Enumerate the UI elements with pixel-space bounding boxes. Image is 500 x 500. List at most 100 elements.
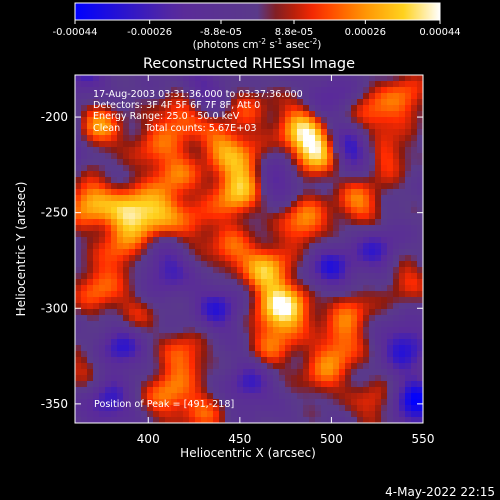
heatmap-cell	[381, 171, 388, 178]
heatmap-cell	[411, 141, 418, 148]
heatmap-cell	[249, 345, 256, 352]
heatmap-cell	[213, 195, 220, 202]
heatmap-cell	[87, 351, 94, 358]
heatmap-cell	[417, 123, 423, 130]
heatmap-cell	[99, 87, 106, 94]
heatmap-cell	[231, 315, 238, 322]
heatmap-cell	[81, 93, 88, 100]
heatmap-cell	[345, 393, 352, 400]
heatmap-cell	[165, 141, 172, 148]
heatmap-cell	[99, 399, 106, 406]
heatmap-cell	[129, 249, 136, 256]
heatmap-cell	[153, 315, 160, 322]
heatmap-cell	[387, 201, 394, 208]
heatmap-cell	[273, 249, 280, 256]
heatmap-cell	[177, 93, 184, 100]
heatmap-cell	[141, 153, 148, 160]
heatmap-cell	[171, 255, 178, 262]
heatmap-cell	[117, 171, 124, 178]
heatmap-cell	[219, 147, 226, 154]
heatmap-cell	[135, 135, 142, 142]
heatmap-cell	[375, 225, 382, 232]
heatmap-cell	[99, 357, 106, 364]
heatmap-cell	[327, 219, 334, 226]
heatmap-cell	[153, 213, 160, 220]
heatmap-cell	[189, 273, 196, 280]
heatmap-cell	[213, 171, 220, 178]
heatmap-cell	[81, 117, 88, 124]
y-tick-label: -300	[41, 301, 68, 315]
heatmap-cell	[369, 213, 376, 220]
heatmap-cell	[327, 303, 334, 310]
heatmap-cell	[225, 99, 232, 106]
heatmap-cell	[327, 105, 334, 112]
heatmap-cell	[87, 225, 94, 232]
heatmap-cell	[99, 411, 106, 418]
heatmap-cell	[129, 189, 136, 196]
heatmap-cell	[111, 387, 118, 394]
heatmap-cell	[177, 219, 184, 226]
heatmap-cell	[225, 183, 232, 190]
heatmap-cell	[129, 279, 136, 286]
heatmap-cell	[303, 357, 310, 364]
heatmap-cell	[291, 117, 298, 124]
heatmap-cell	[255, 285, 262, 292]
heatmap-cell	[285, 123, 292, 130]
heatmap-cell	[75, 393, 82, 400]
heatmap-cell	[387, 327, 394, 334]
heatmap-cell	[207, 303, 214, 310]
heatmap-cell	[105, 369, 112, 376]
heatmap-cell	[399, 375, 406, 382]
heatmap-cell	[255, 105, 262, 112]
heatmap-cell	[309, 207, 316, 214]
heatmap-cell	[213, 177, 220, 184]
heatmap-cell	[405, 375, 412, 382]
heatmap-cell	[393, 381, 400, 388]
heatmap-cell	[249, 285, 256, 292]
heatmap-cell	[291, 81, 298, 88]
heatmap-cell	[141, 309, 148, 316]
heatmap-cell	[351, 399, 358, 406]
plot-area: 400 450 500 550-200-250-300-350	[41, 74, 434, 446]
heatmap-cell	[123, 207, 130, 214]
heatmap-cell	[327, 189, 334, 196]
heatmap-cell	[405, 249, 412, 256]
heatmap-cell	[309, 99, 316, 106]
heatmap-cell	[321, 399, 328, 406]
heatmap-cell	[123, 117, 130, 124]
heatmap-cell	[243, 213, 250, 220]
heatmap-cell	[159, 117, 166, 124]
heatmap-cell	[219, 207, 226, 214]
heatmap-cell	[411, 279, 418, 286]
heatmap-cell	[303, 183, 310, 190]
heatmap-cell	[177, 99, 184, 106]
heatmap-cell	[411, 405, 418, 412]
heatmap-cell	[225, 129, 232, 136]
heatmap-cell	[339, 243, 346, 250]
heatmap-cell	[405, 303, 412, 310]
heatmap-cell	[183, 165, 190, 172]
heatmap-cell	[267, 129, 274, 136]
heatmap-cell	[285, 159, 292, 166]
heatmap-cell	[135, 405, 142, 412]
heatmap-cell	[357, 177, 364, 184]
heatmap-cell	[417, 387, 423, 394]
heatmap-cell	[141, 417, 148, 423]
heatmap-cell	[135, 327, 142, 334]
heatmap-cell	[267, 135, 274, 142]
heatmap-cell	[183, 327, 190, 334]
heatmap-cell	[75, 417, 82, 423]
heatmap-cell	[129, 405, 136, 412]
heatmap-cell	[159, 405, 166, 412]
heatmap-cell	[267, 351, 274, 358]
heatmap-cell	[213, 105, 220, 112]
heatmap-cell	[141, 225, 148, 232]
heatmap-cell	[219, 411, 226, 418]
heatmap-cell	[405, 93, 412, 100]
heatmap-cell	[177, 399, 184, 406]
heatmap-cell	[255, 399, 262, 406]
heatmap-cell	[147, 303, 154, 310]
heatmap-cell	[261, 183, 268, 190]
heatmap-cell	[93, 291, 100, 298]
heatmap-cell	[231, 267, 238, 274]
